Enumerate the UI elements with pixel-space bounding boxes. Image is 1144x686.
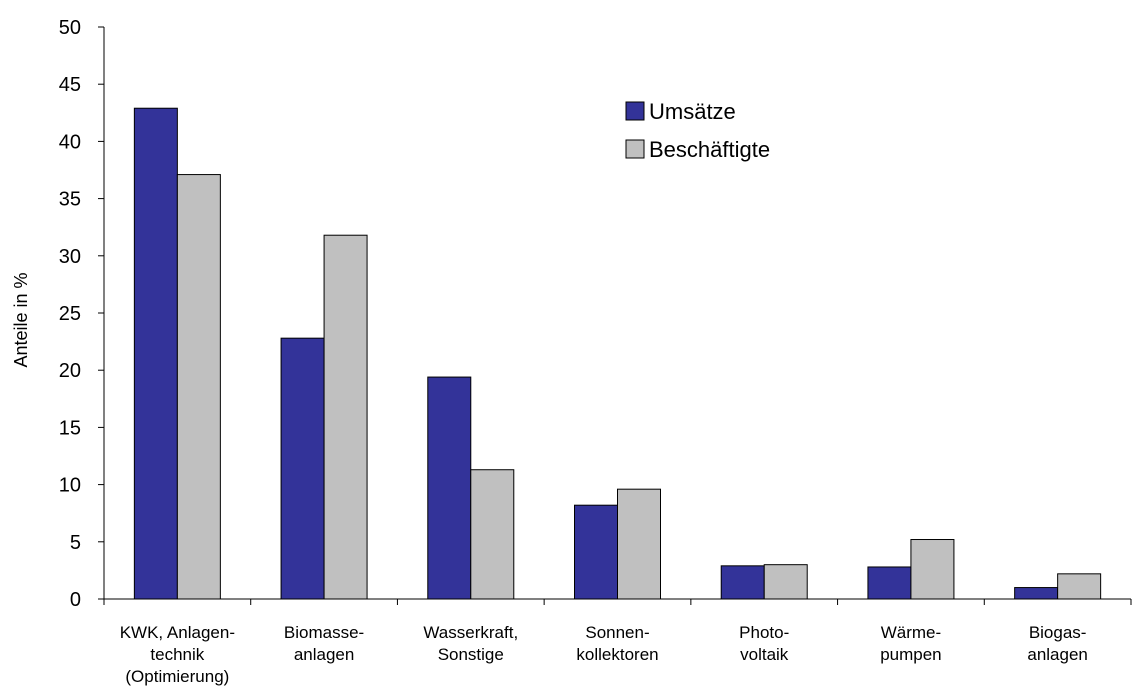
y-tick-label: 5 xyxy=(70,532,81,554)
y-tick-label: 35 xyxy=(59,189,81,211)
legend: Umsätze Beschäftigte xyxy=(625,99,770,162)
y-axis-title: Anteile in % xyxy=(11,272,31,367)
legend-label-umsaetze: Umsätze xyxy=(649,99,736,124)
bars-group xyxy=(133,107,1102,600)
bar-beschaeftigte-4 xyxy=(763,564,808,600)
bar-umsaetze-1 xyxy=(280,337,325,600)
x-category-label: Wärme-pumpen xyxy=(880,623,941,664)
y-tick-label: 50 xyxy=(59,17,81,39)
bar-beschaeftigte-3 xyxy=(617,488,661,600)
legend-label-beschaeftigte: Beschäftigte xyxy=(649,137,770,162)
bar-umsaetze-4 xyxy=(720,565,765,600)
bar-beschaeftigte-1 xyxy=(323,234,368,600)
x-category-label: KWK, Anlagen-technik (Optimierung) xyxy=(120,623,235,686)
y-tick-label: 10 xyxy=(59,475,81,497)
y-tick-label: 30 xyxy=(59,246,81,268)
y-tick-label: 0 xyxy=(70,589,81,611)
bar-umsaetze-2 xyxy=(427,376,472,600)
bar-beschaeftigte-0 xyxy=(176,174,221,600)
bar-umsaetze-0 xyxy=(133,107,178,600)
y-tick-label: 20 xyxy=(59,360,81,382)
bar-beschaeftigte-2 xyxy=(470,469,515,600)
x-category-label: Sonnen-kollektoren xyxy=(576,623,658,664)
y-tick-label: 40 xyxy=(59,131,81,153)
bar-umsaetze-5 xyxy=(867,566,912,600)
bar-beschaeftigte-6 xyxy=(1057,573,1102,600)
x-category-label: Biomasse-anlagen xyxy=(284,623,364,664)
y-tick-label: 25 xyxy=(59,303,81,325)
x-category-label: Biogas-anlagen xyxy=(1027,623,1088,664)
x-category-label: Wasserkraft, Sonstige xyxy=(423,623,518,664)
bar-umsaetze-3 xyxy=(574,504,618,600)
y-tick-label: 15 xyxy=(59,417,81,439)
axes-group: 0 5 10 15 20 25 30 35 40 45 50 KWK, Anlagen-technik… xyxy=(59,17,1132,686)
legend-swatch-beschaeftigte xyxy=(625,139,645,159)
bar-umsaetze-6 xyxy=(1014,587,1059,600)
bar-beschaeftigte-5 xyxy=(910,539,955,600)
y-tick-label: 45 xyxy=(59,74,81,96)
legend-swatch-umsaetze xyxy=(625,101,645,121)
x-category-label: Photo-voltaik xyxy=(739,623,789,664)
